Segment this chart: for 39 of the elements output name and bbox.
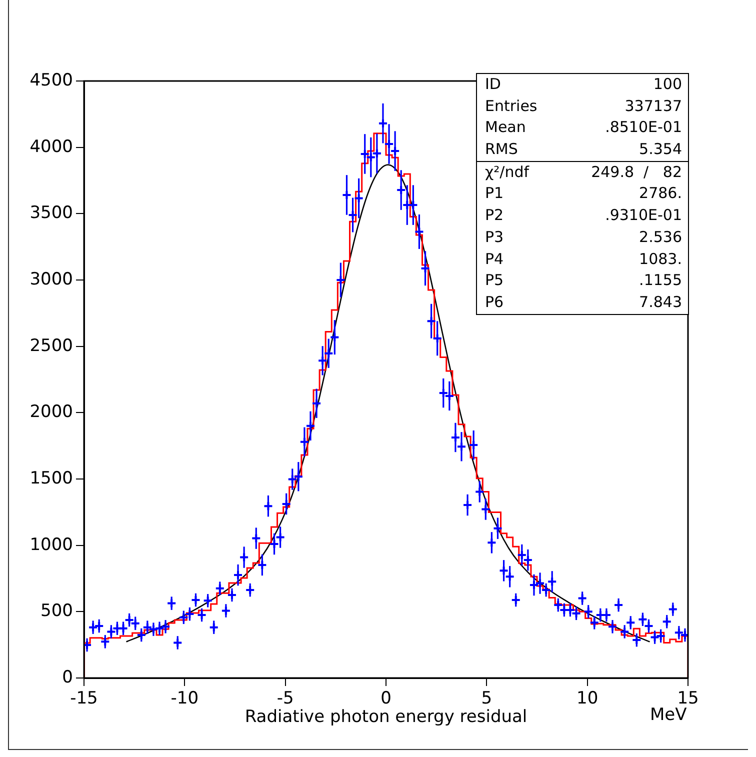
annotation: 100 bbox=[653, 74, 682, 95]
annotation: 7.843 bbox=[639, 292, 682, 313]
y-tick-label: 1500 bbox=[30, 468, 73, 488]
annotation: 337137 bbox=[624, 96, 682, 117]
annotation: P5 bbox=[485, 270, 504, 292]
annotation: 5.354 bbox=[639, 139, 682, 160]
annotation: .9310E-01 bbox=[605, 205, 682, 226]
y-tick-label: 1000 bbox=[30, 534, 73, 555]
x-tick-label: 5 bbox=[481, 688, 492, 709]
x-axis-title: Radiative photon energy residual bbox=[244, 707, 528, 728]
annotation: P3 bbox=[485, 226, 504, 248]
x-tick-label: 0 bbox=[380, 688, 392, 709]
y-tick-label: 3500 bbox=[30, 203, 73, 224]
annotation: P2 bbox=[485, 205, 504, 226]
annotation: .1155 bbox=[639, 270, 682, 292]
annotation: χ²/ndf bbox=[485, 162, 530, 183]
y-tick-label: 4500 bbox=[30, 70, 73, 90]
annotation: RMS bbox=[485, 139, 518, 160]
x-tick-label: -5 bbox=[276, 688, 294, 709]
annotation: 2.536 bbox=[639, 226, 682, 248]
x-tick-label: -15 bbox=[70, 688, 98, 709]
annotation: 2786. bbox=[639, 183, 682, 204]
annotation: .8510E-01 bbox=[605, 117, 682, 138]
annotation: 1083. bbox=[639, 248, 682, 270]
x-tick-label: 10 bbox=[576, 688, 598, 709]
y-tick-label: 3000 bbox=[30, 269, 73, 290]
y-tick-label: 500 bbox=[40, 601, 73, 622]
annotation: Entries bbox=[485, 96, 538, 117]
annotation: P1 bbox=[485, 183, 504, 204]
y-tick-label: 2500 bbox=[30, 336, 73, 356]
annotation: P6 bbox=[485, 292, 504, 313]
annotation: Mean bbox=[485, 117, 526, 138]
annotation: ID bbox=[485, 74, 501, 95]
annotation: P4 bbox=[485, 248, 504, 270]
y-tick-label: 4000 bbox=[30, 136, 73, 157]
annotation: 249.8 / 82 bbox=[591, 162, 682, 183]
y-tick-label: 0 bbox=[62, 667, 73, 688]
y-tick-label: 2000 bbox=[30, 402, 73, 422]
x-tick-label: -10 bbox=[170, 688, 199, 709]
